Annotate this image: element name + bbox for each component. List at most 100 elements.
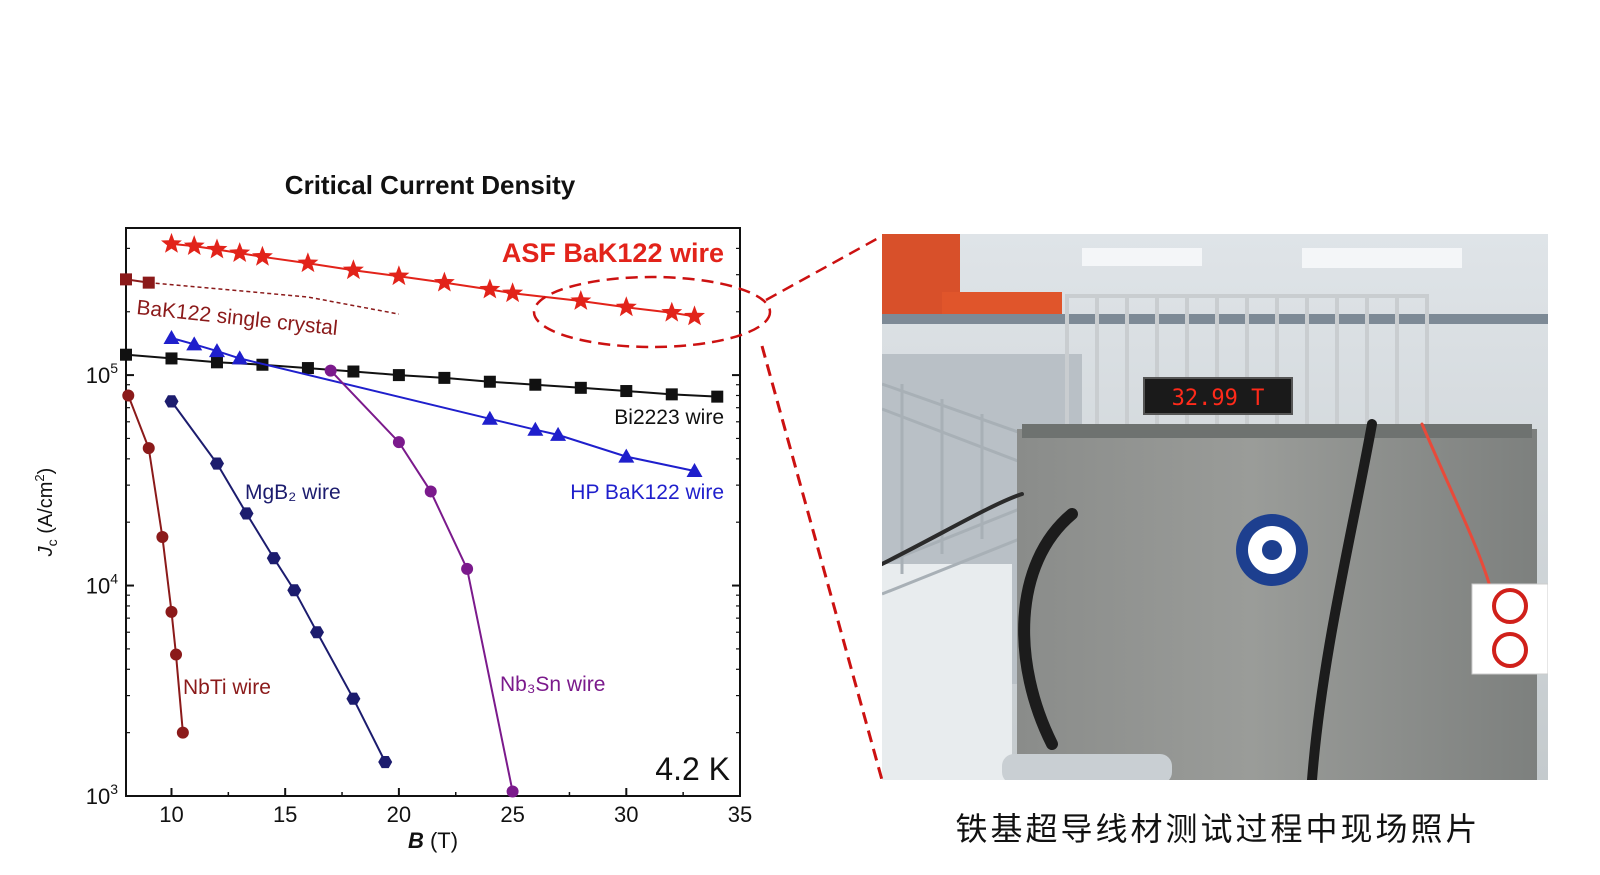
bi2223-wire-point: [438, 371, 451, 384]
nbti-wire-point: [142, 442, 155, 455]
series-label-mgb2-wire: MgB₂ wire: [245, 481, 341, 504]
mgb2-wire-line: [170, 400, 387, 763]
field-display-reading: 32.99 T: [1172, 386, 1265, 411]
mgb2-wire-point: [346, 692, 361, 705]
bi2223-wire-point: [165, 352, 178, 365]
hp-bak122-wire-point: [550, 426, 567, 441]
x-tick-label-25: 25: [500, 802, 524, 827]
critical-current-density-chart: Critical Current Density 10 15 20 25 30 35 10…: [32, 170, 752, 853]
nbti-wire-point: [156, 531, 169, 544]
asf-bak122-wire-point: [183, 235, 205, 255]
series-hp-bak122-wire: [163, 330, 703, 478]
series-label-hp-bak122-wire: HP BaK122 wire: [570, 481, 724, 504]
x-axis-label: B (T): [408, 828, 458, 853]
asf-bak122-wire-point: [661, 301, 683, 322]
series-label-bak122-single-crystal: BaK122 single crystal: [135, 296, 338, 340]
mgb2-wire-point: [210, 457, 224, 470]
series-nb3sn-wire: [324, 364, 519, 798]
bi2223-wire-line: [125, 353, 718, 398]
asf-bak122-wire-point: [206, 238, 228, 259]
x-tick-label-20: 20: [387, 802, 411, 827]
x-tick-label-10: 10: [159, 802, 183, 827]
bi2223-wire-point: [210, 356, 223, 369]
y-tick-label: 105: [86, 360, 118, 388]
series-nbti-wire: [122, 389, 189, 739]
bi2223-wire-point: [529, 378, 542, 391]
asf-bak122-wire-point: [615, 296, 637, 317]
bi2223-wire-point: [392, 369, 405, 382]
nbti-wire-point: [122, 389, 135, 402]
mgb2-wire-point: [239, 507, 254, 520]
series-label-asf-bak122-wire: ASF BaK122 wire: [502, 238, 724, 268]
bi2223-wire-point: [301, 362, 314, 375]
bi2223-wire-point: [665, 388, 678, 401]
magnet-cryostat: [1017, 424, 1537, 780]
asf-bak122-wire-point: [388, 265, 410, 286]
bi2223-wire-point: [483, 375, 496, 388]
ceiling-lights: [1082, 248, 1462, 268]
y-axis-label: Jc (A/cm2): [32, 468, 60, 558]
display-panel: 32.99 T: [1143, 377, 1293, 415]
x-tick-label-15: 15: [273, 802, 297, 827]
mgb2-wire-point: [310, 626, 324, 639]
y-axis-ticks: 105 104 103: [86, 247, 740, 809]
nb3sn-wire-point: [424, 485, 437, 498]
bi2223-wire-point: [347, 365, 360, 378]
bak122-single-crystal-point: [120, 273, 132, 286]
hp-bak122-wire-line: [171, 337, 695, 472]
hp-bak122-wire-point: [481, 410, 498, 425]
photo-illustration: 32.99 T: [882, 234, 1548, 780]
series-mgb2-wire: [164, 395, 393, 769]
series-layer: [120, 232, 724, 798]
nbti-wire-point: [176, 726, 189, 739]
asf-bak122-wire-point: [229, 242, 251, 262]
nb3sn-wire-point: [392, 436, 405, 449]
chart-title: Critical Current Density: [285, 170, 576, 200]
cables: [882, 419, 1494, 780]
bi2223-wire-point: [620, 385, 633, 398]
mgb2-wire-point: [287, 584, 302, 597]
hp-bak122-wire-point: [527, 421, 544, 436]
hp-bak122-wire-point: [208, 343, 225, 358]
nb3sn-wire-line: [329, 369, 514, 792]
x-axis-ticks: 10 15 20 25 30 35: [159, 788, 752, 827]
series-bi2223-wire: [120, 348, 724, 403]
mgb2-wire-point: [164, 395, 179, 408]
bi2223-wire-point: [711, 390, 724, 403]
hp-bak122-wire-point: [686, 463, 703, 478]
nbti-wire-point: [165, 605, 178, 618]
asf-bak122-wire-point: [570, 290, 592, 310]
hp-bak122-wire-point: [618, 448, 635, 463]
asf-bak122-wire-point: [342, 259, 364, 280]
hp-bak122-wire-point: [186, 336, 203, 351]
plot-frame: [125, 227, 741, 797]
nb3sn-wire-point: [324, 364, 337, 377]
x-tick-label-30: 30: [614, 802, 638, 827]
mgb2-wire-point: [266, 552, 281, 565]
asf-bak122-wire-point: [161, 232, 182, 253]
y-tick-label: 104: [86, 571, 118, 599]
mgb2-wire-point: [378, 756, 393, 769]
bi2223-wire-point: [120, 348, 132, 361]
bi2223-wire-point: [574, 381, 587, 394]
x-tick-label-35: 35: [728, 802, 752, 827]
nb3sn-wire-point: [461, 562, 474, 575]
y-tick-label: 103: [86, 781, 118, 809]
series-labels: ASF BaK122 wire BaK122 single crystal Bi22…: [135, 238, 724, 699]
asf-bak122-wire-point: [479, 278, 501, 299]
gas-cylinder: [1002, 754, 1172, 780]
asf-bak122-wire-point: [433, 271, 455, 292]
photo-caption: 铁基超导线材测试过程中现场照片: [955, 810, 1481, 848]
asf-bak122-wire-point: [252, 245, 273, 266]
series-label-nb3sn-wire: Nb₃Sn wire: [500, 673, 605, 696]
series-label-nbti-wire: NbTi wire: [183, 676, 271, 699]
nbti-wire-line: [127, 395, 184, 733]
hp-bak122-wire-point: [163, 330, 180, 345]
nb3sn-wire-point: [506, 785, 519, 798]
warning-signs: [1471, 583, 1548, 675]
asf-bak122-wire-point: [502, 282, 524, 303]
asf-bak122-wire-point: [297, 252, 319, 273]
nbti-wire-point: [170, 648, 183, 661]
bak122-single-crystal-point: [142, 276, 155, 289]
series-bak122-single-crystal: [120, 273, 400, 315]
